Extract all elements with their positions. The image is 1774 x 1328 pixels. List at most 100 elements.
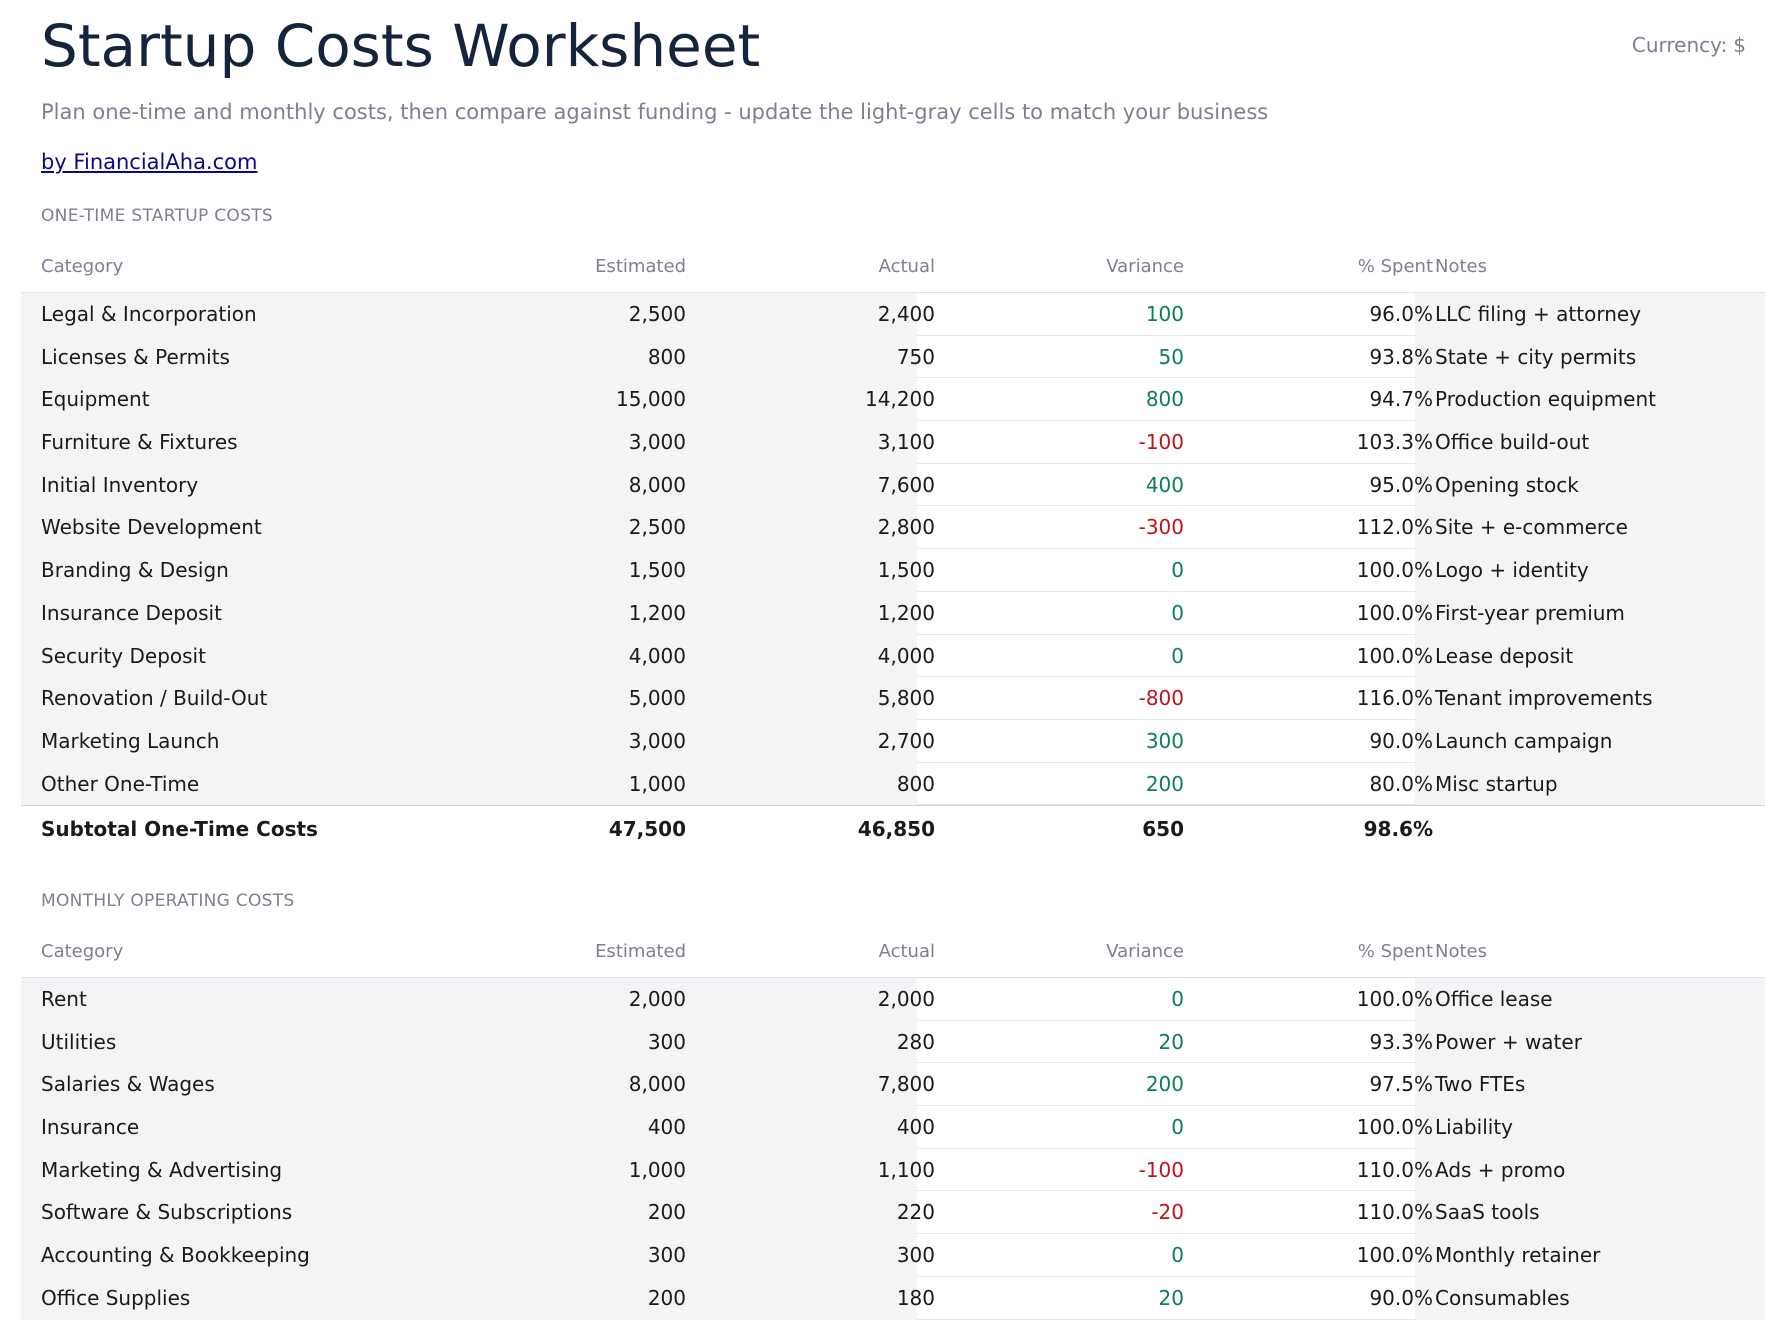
variance-cell: -100 [1138,430,1184,455]
notes-cell[interactable]: Monthly retainer [1435,1243,1601,1268]
category-cell[interactable]: Website Development [41,515,262,540]
notes-cell[interactable]: State + city permits [1435,344,1637,369]
actual-cell[interactable]: 5,800 [877,686,935,711]
notes-cell[interactable]: Logo + identity [1435,558,1589,583]
table-row: Accounting & Bookkeeping 300 300 0 100.0% Mon… [21,1234,1765,1277]
estimated-cell[interactable]: 4,000 [628,643,686,668]
actual-cell[interactable]: 400 [896,1115,935,1140]
variance-cell: 50 [1158,344,1184,369]
estimated-cell[interactable]: 200 [647,1200,686,1225]
category-cell[interactable]: Equipment [41,387,150,412]
category-cell[interactable]: Other One-Time [41,771,200,796]
actual-cell[interactable]: 2,700 [877,728,935,753]
notes-cell[interactable]: Opening stock [1435,472,1579,497]
category-cell[interactable]: Utilities [41,1029,117,1054]
actual-cell[interactable]: 280 [896,1029,935,1054]
actual-cell[interactable]: 1,200 [877,600,935,625]
notes-cell[interactable]: Liability [1435,1115,1513,1140]
category-cell[interactable]: Initial Inventory [41,472,199,497]
estimated-cell[interactable]: 300 [647,1029,686,1054]
notes-cell[interactable]: Tenant improvements [1435,686,1653,711]
variance-cell-background [917,1020,1415,1064]
notes-cell[interactable]: Power + water [1435,1029,1582,1054]
byline-link[interactable]: by FinancialAha.com [41,150,258,174]
category-cell[interactable]: Legal & Incorporation [41,302,257,326]
table-row: Security Deposit 4,000 4,000 0 100.0% Lease d… [21,634,1765,678]
estimated-cell[interactable]: 8,000 [628,472,686,497]
estimated-cell[interactable]: 2,500 [628,302,686,326]
estimated-cell[interactable]: 3,000 [628,430,686,455]
notes-cell[interactable]: Consumables [1435,1285,1570,1310]
actual-cell[interactable]: 300 [896,1243,935,1268]
category-cell[interactable]: Software & Subscriptions [41,1200,293,1225]
estimated-cell[interactable]: 1,000 [628,1157,686,1182]
table-row: Initial Inventory 8,000 7,600 400 95.0% Openi… [21,463,1765,507]
actual-cell[interactable]: 2,800 [877,515,935,540]
variance-cell: 0 [1171,1115,1184,1140]
category-cell[interactable]: Insurance [41,1115,140,1140]
category-cell[interactable]: Marketing Launch [41,728,220,753]
actual-cell[interactable]: 14,200 [865,387,935,412]
actual-cell[interactable]: 7,800 [877,1072,935,1097]
notes-cell[interactable]: SaaS tools [1435,1200,1540,1225]
actual-cell[interactable]: 7,600 [877,472,935,497]
notes-cell[interactable]: Ads + promo [1435,1157,1566,1182]
notes-cell[interactable]: LLC filing + attorney [1435,302,1642,326]
notes-cell[interactable]: Office build-out [1435,430,1590,455]
variance-cell: -20 [1151,1200,1184,1225]
estimated-cell[interactable]: 1,200 [628,600,686,625]
actual-cell[interactable]: 800 [896,771,935,796]
actual-cell[interactable]: 750 [896,344,935,369]
actual-cell[interactable]: 1,100 [877,1157,935,1182]
actual-cell[interactable]: 180 [896,1285,935,1310]
estimated-cell[interactable]: 2,000 [628,987,686,1011]
pct-spent-cell: 103.3% [1356,430,1433,455]
category-cell[interactable]: Accounting & Bookkeeping [41,1243,310,1268]
estimated-cell[interactable]: 200 [647,1285,686,1310]
category-cell[interactable]: Furniture & Fixtures [41,430,238,455]
estimated-cell[interactable]: 300 [647,1243,686,1268]
table-row: Furniture & Fixtures 3,000 3,100 -100 103.3%… [21,421,1765,464]
actual-cell[interactable]: 3,100 [877,430,935,455]
section-title-one-time: ONE-TIME STARTUP COSTS [41,206,273,226]
notes-cell[interactable]: Site + e-commerce [1435,515,1628,540]
category-cell[interactable]: Renovation / Build-Out [41,686,268,711]
pct-spent-cell: 100.0% [1356,558,1433,583]
category-cell[interactable]: Marketing & Advertising [41,1157,283,1182]
notes-cell[interactable]: First-year premium [1435,600,1625,625]
estimated-cell[interactable]: 400 [647,1115,686,1140]
category-cell[interactable]: Licenses & Permits [41,344,230,369]
category-cell[interactable]: Branding & Design [41,558,229,583]
estimated-cell[interactable]: 1,500 [628,558,686,583]
currency-value[interactable]: $ [1733,33,1746,57]
actual-cell[interactable]: 4,000 [877,643,935,668]
category-cell[interactable]: Rent [41,987,87,1011]
actual-cell[interactable]: 1,500 [877,558,935,583]
category-cell[interactable]: Office Supplies [41,1285,191,1310]
notes-cell[interactable]: Launch campaign [1435,728,1613,753]
col-header-notes: Notes [1435,941,1487,962]
variance-cell: -100 [1138,1157,1184,1182]
actual-cell[interactable]: 2,400 [877,302,935,326]
estimated-cell[interactable]: 15,000 [616,387,686,412]
actual-cell[interactable]: 2,000 [877,987,935,1011]
estimated-cell[interactable]: 1,000 [628,771,686,796]
actual-cell[interactable]: 220 [896,1200,935,1225]
category-cell[interactable]: Insurance Deposit [41,600,222,625]
notes-cell[interactable]: Lease deposit [1435,643,1574,668]
variance-cell: 200 [1145,1072,1184,1097]
category-cell[interactable]: Security Deposit [41,643,206,668]
notes-cell[interactable]: Office lease [1435,987,1553,1011]
estimated-cell[interactable]: 5,000 [628,686,686,711]
estimated-cell[interactable]: 8,000 [628,1072,686,1097]
notes-cell[interactable]: Misc startup [1435,771,1558,796]
col-header-estimated: Estimated [595,256,686,277]
estimated-cell[interactable]: 3,000 [628,728,686,753]
estimated-cell[interactable]: 2,500 [628,515,686,540]
notes-cell[interactable]: Two FTEs [1435,1072,1526,1097]
subtotal-variance: 650 [1142,817,1184,842]
notes-cell[interactable]: Production equipment [1435,387,1656,412]
estimated-cell[interactable]: 800 [647,344,686,369]
category-cell[interactable]: Salaries & Wages [41,1072,215,1097]
col-header-variance: Variance [1106,256,1184,277]
